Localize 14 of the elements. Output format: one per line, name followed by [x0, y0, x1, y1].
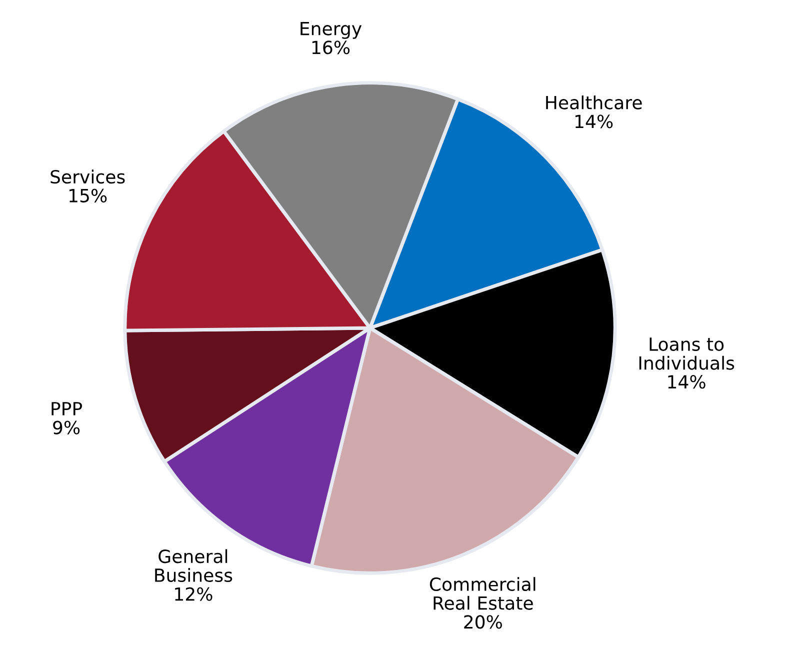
slice-label: Services [50, 170, 125, 184]
slice-label: Energy [300, 22, 362, 39]
data-label: 9% [53, 420, 80, 434]
slice-label: Healthcare [546, 95, 642, 110]
slice-label: Commercial Real Estate [430, 577, 536, 610]
data-label: 12% [175, 587, 212, 601]
data-label: 20% [464, 615, 502, 629]
slice-label: PPP [52, 402, 82, 416]
data-label: 14% [668, 375, 706, 389]
data-label: 16% [312, 40, 350, 54]
data-label: 15% [69, 188, 107, 202]
slice-label: Loans to Individuals [639, 338, 734, 370]
slice-label: General Business [155, 549, 232, 582]
data-label: 14% [575, 114, 613, 128]
